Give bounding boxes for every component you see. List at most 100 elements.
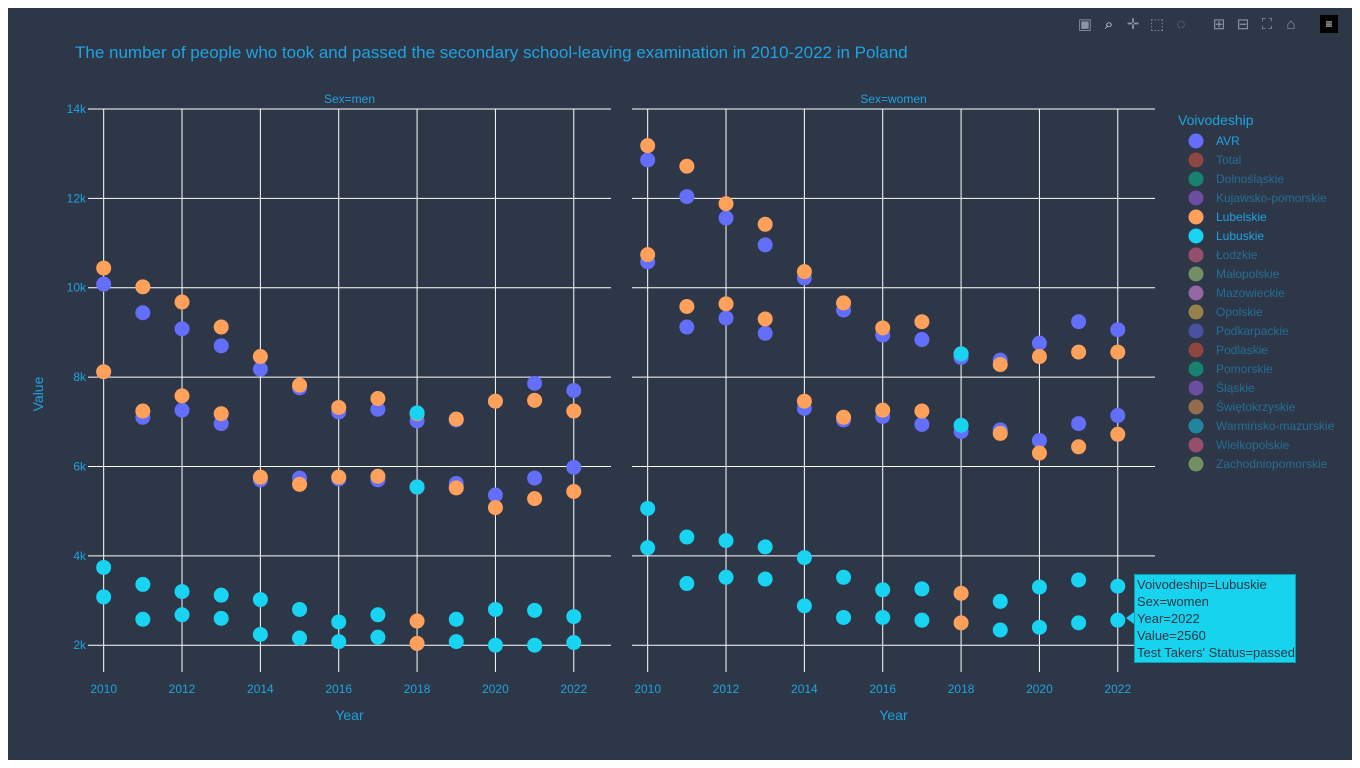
pan-icon[interactable]: ✛ [1126,16,1140,33]
legend-item[interactable]: Kujawsko-pomorskie [1188,190,1328,206]
data-point[interactable] [992,357,1008,373]
data-point[interactable] [292,601,308,617]
data-point[interactable] [292,476,308,492]
data-point[interactable] [527,470,543,486]
data-point[interactable] [718,569,734,585]
data-point[interactable] [331,634,347,650]
autoscale-icon[interactable]: ⛶ [1261,15,1273,33]
data-point[interactable] [718,296,734,312]
data-point[interactable] [252,469,268,485]
data-point[interactable] [953,346,969,362]
data-point[interactable] [718,533,734,549]
data-point[interactable] [370,401,386,417]
data-point[interactable] [409,635,425,651]
legend-item[interactable]: Warmińsko-mazurskie [1188,418,1335,434]
data-point[interactable] [331,399,347,415]
data-point[interactable] [409,613,425,629]
data-point[interactable] [566,383,582,398]
legend-item[interactable]: Wielkopolskie [1188,437,1290,453]
data-point[interactable] [370,629,386,645]
data-point[interactable] [679,319,695,335]
data-point[interactable] [640,500,656,516]
data-point[interactable] [448,611,464,627]
data-point[interactable] [796,598,812,614]
data-point[interactable] [331,614,347,630]
legend-item[interactable]: Dolnośląskie [1188,171,1285,187]
data-point[interactable] [174,584,190,600]
data-point[interactable] [679,529,695,545]
data-point[interactable] [1110,578,1126,594]
data-point[interactable] [679,298,695,314]
legend-item[interactable]: Zachodniopomorskie [1188,456,1328,472]
data-point[interactable] [1071,314,1087,330]
data-point[interactable] [1110,612,1126,628]
data-point[interactable] [875,320,891,336]
data-point[interactable] [566,609,582,625]
legend-item[interactable]: Lubelskie [1188,209,1268,225]
data-point[interactable] [836,295,852,311]
data-point[interactable] [174,388,190,404]
data-point[interactable] [487,500,503,516]
legend-item[interactable]: Pomorskie [1188,361,1274,377]
data-point[interactable] [1071,615,1087,631]
data-point[interactable] [252,626,268,642]
data-point[interactable] [566,635,582,651]
zoom-out-icon[interactable]: ⊟ [1236,16,1250,33]
data-point[interactable] [1071,439,1087,455]
data-point[interactable] [718,310,734,326]
data-point[interactable] [1031,349,1047,365]
data-point[interactable] [992,593,1008,609]
data-point[interactable] [487,601,503,617]
data-point[interactable] [953,585,969,601]
data-point[interactable] [409,405,425,421]
data-point[interactable] [527,637,543,653]
data-point[interactable] [1110,322,1126,338]
data-point[interactable] [1071,416,1087,432]
reset-axes-icon[interactable]: ⌂ [1286,15,1296,33]
data-point[interactable] [757,571,773,587]
data-point[interactable] [448,480,464,496]
plotly-logo-icon[interactable]: ≡ [1320,15,1338,33]
data-point[interactable] [213,406,229,422]
data-point[interactable] [96,559,112,575]
data-point[interactable] [757,311,773,327]
data-point[interactable] [757,539,773,555]
data-point[interactable] [252,349,268,365]
data-point[interactable] [135,576,151,592]
data-point[interactable] [566,459,582,475]
legend-item[interactable]: Łodzkie [1188,247,1258,263]
data-point[interactable] [953,417,969,433]
legend-item[interactable]: Opolskie [1188,304,1264,320]
data-point[interactable] [875,609,891,625]
data-point[interactable] [527,375,543,391]
legend-item[interactable]: Lubuskie [1188,228,1265,244]
data-point[interactable] [174,607,190,623]
data-point[interactable] [135,403,151,419]
data-point[interactable] [370,391,386,407]
data-point[interactable] [914,403,930,419]
data-point[interactable] [566,403,582,419]
data-point[interactable] [487,487,503,503]
data-point[interactable] [96,260,112,276]
data-point[interactable] [527,491,543,507]
data-point[interactable] [252,592,268,608]
legend-item[interactable]: Mazowieckie [1188,285,1286,301]
data-point[interactable] [757,237,773,253]
data-point[interactable] [135,305,151,321]
data-point[interactable] [640,138,656,154]
data-point[interactable] [331,469,347,485]
data-point[interactable] [213,587,229,603]
data-point[interactable] [640,540,656,556]
legend-item[interactable]: Total [1188,152,1242,168]
data-point[interactable] [1110,344,1126,360]
data-point[interactable] [836,609,852,625]
data-point[interactable] [292,377,308,393]
data-point[interactable] [487,637,503,653]
data-point[interactable] [174,321,190,337]
data-point[interactable] [213,610,229,626]
data-point[interactable] [252,361,268,377]
legend[interactable]: Voivodeship AVR Total Dolnośląskie Kujawsko-… [1178,112,1335,472]
data-point[interactable] [1031,445,1047,461]
legend-item[interactable]: Małopolskie [1188,266,1280,282]
data-point[interactable] [836,569,852,585]
